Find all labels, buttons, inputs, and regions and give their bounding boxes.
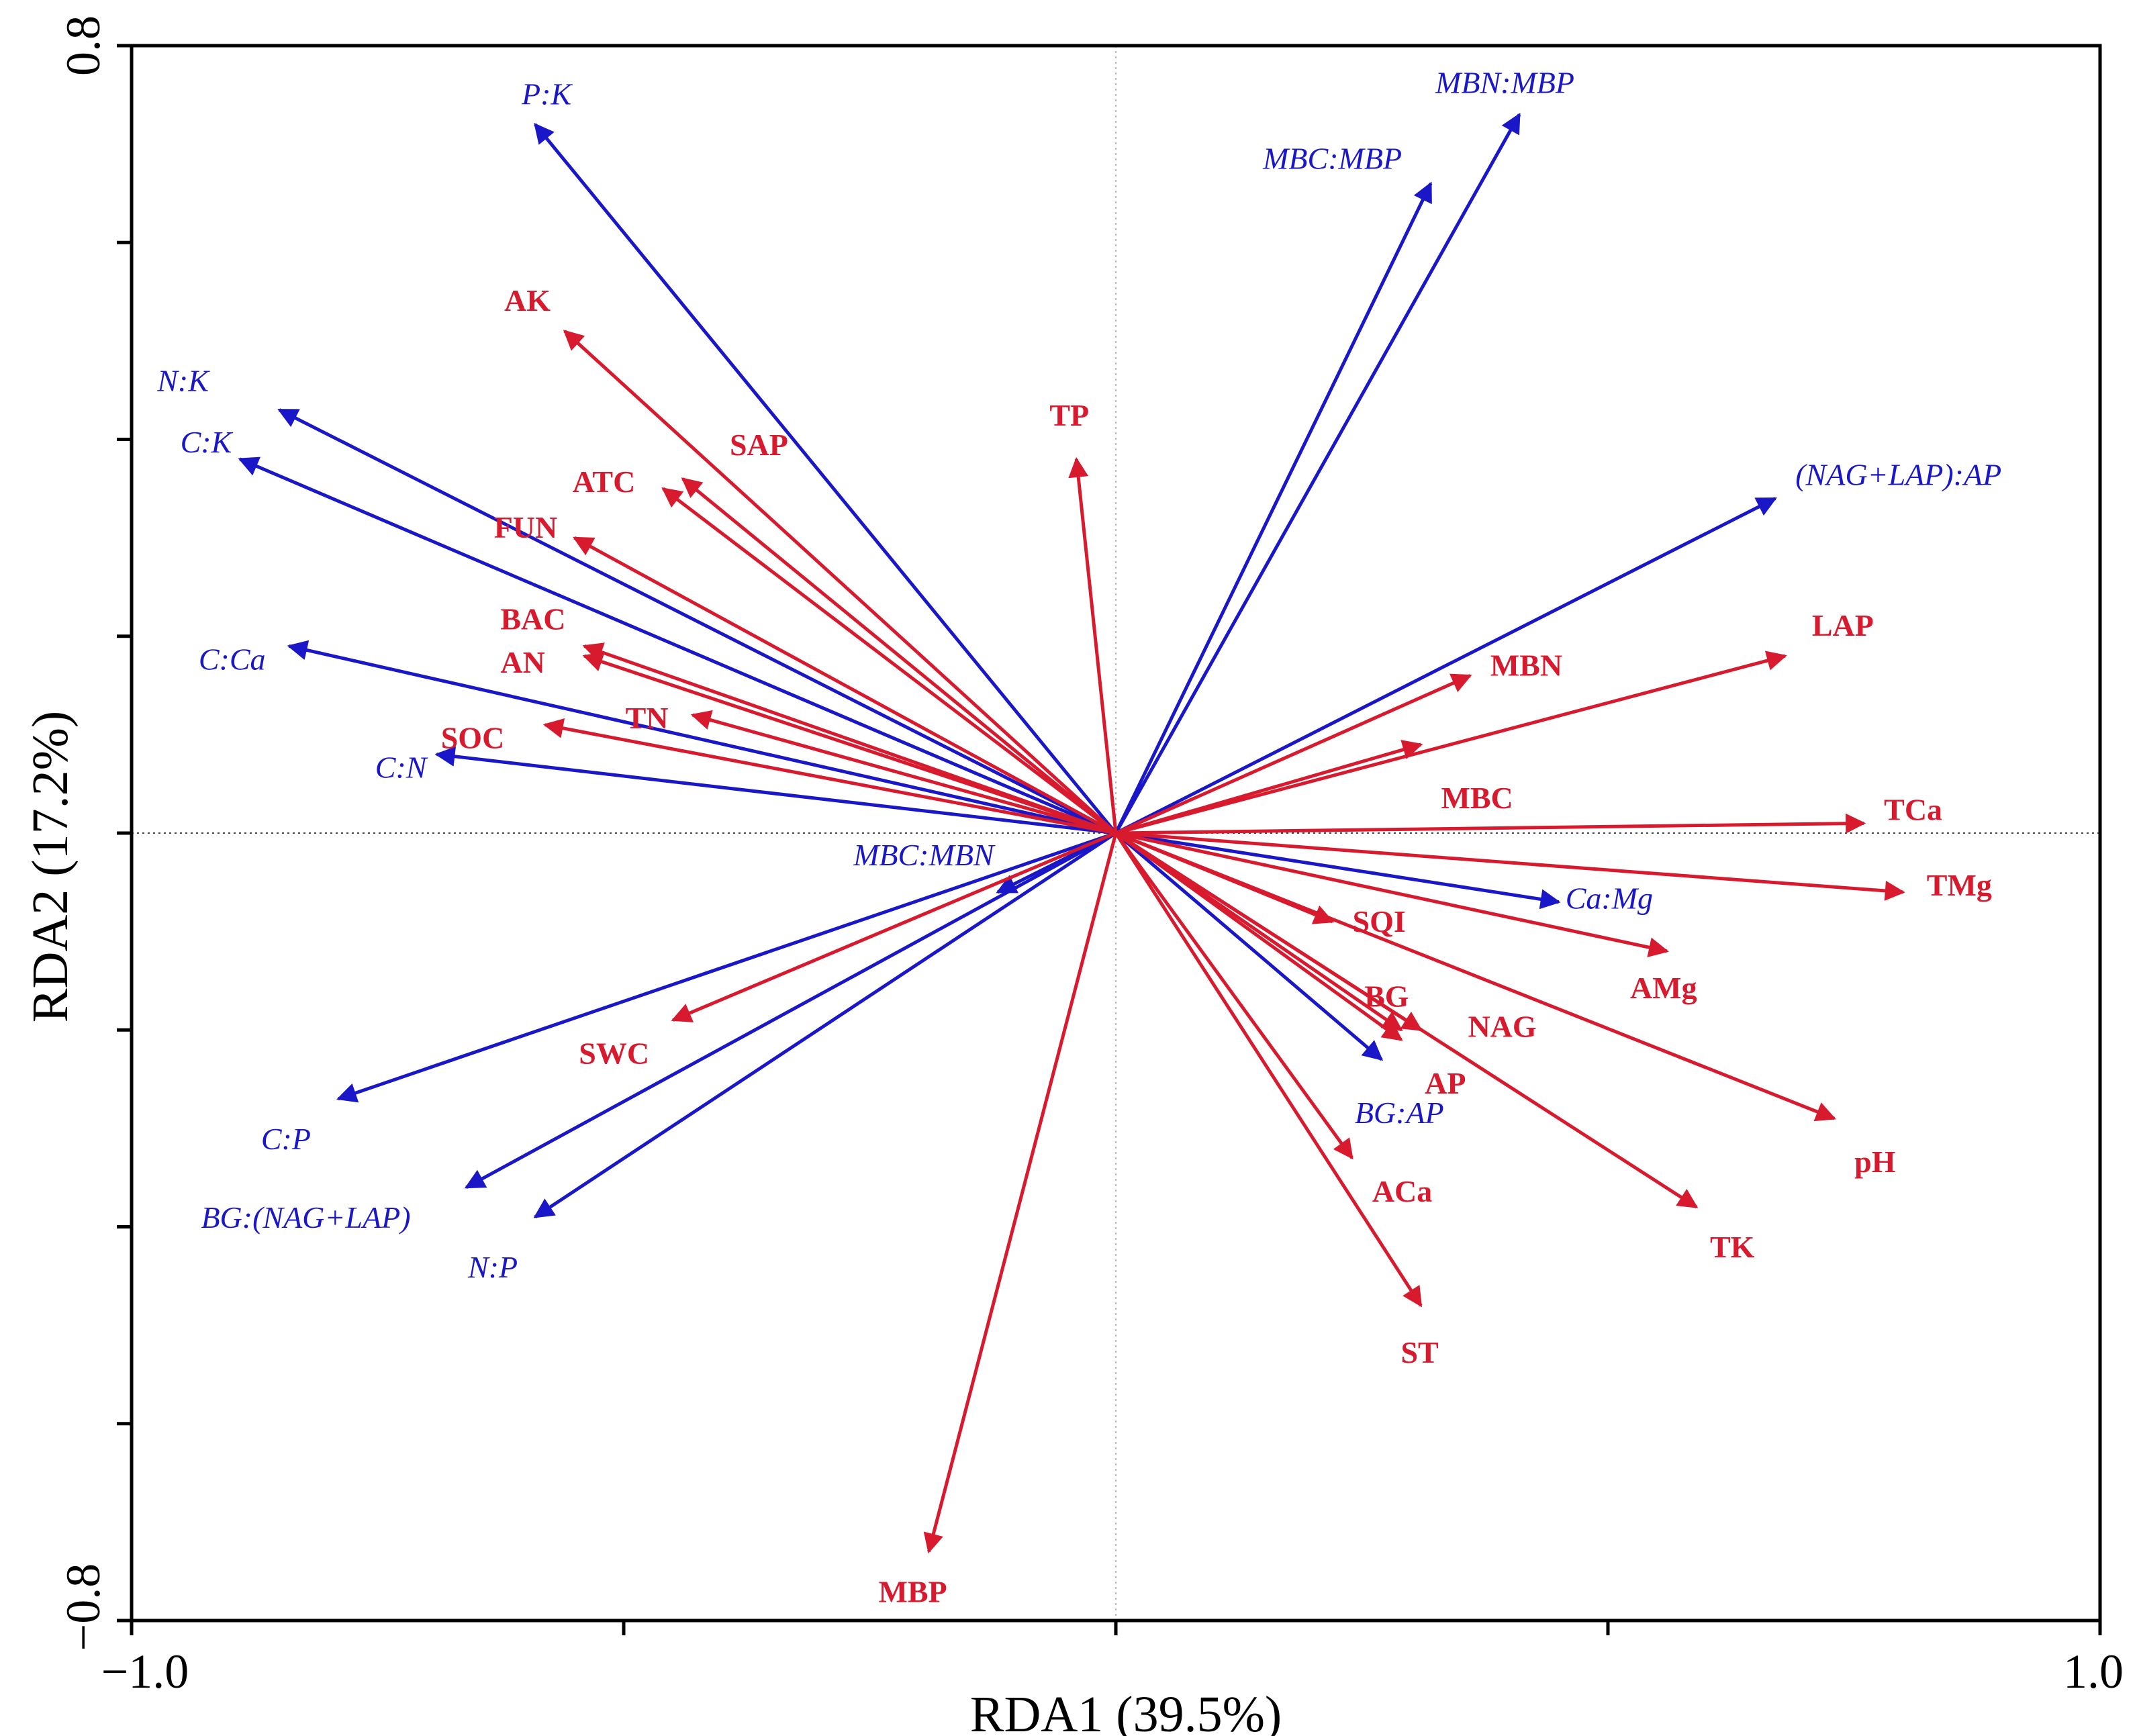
x-tick-label-max: 1.0 — [2063, 1645, 2124, 1698]
explanatory-vector-label: TMg — [1927, 868, 1992, 902]
explanatory-vector-label: SOC — [441, 721, 505, 755]
explanatory-vector-arrow — [923, 832, 1118, 1554]
response-vector-arrow — [434, 746, 1116, 835]
explanatory-vector-arrow — [1114, 832, 1353, 1160]
response-vector-label: MBC:MBN — [853, 838, 996, 872]
explanatory-vector-label: MBN — [1490, 648, 1562, 682]
explanatory-vector-label: SAP — [730, 428, 788, 462]
response-vector-arrow — [277, 408, 1117, 835]
explanatory-vector-arrow — [1115, 650, 1787, 835]
explanatory-vector-arrow — [671, 831, 1116, 1022]
explanatory-vector-label: AN — [500, 645, 544, 679]
response-vector-label: C:Ca — [199, 642, 266, 676]
explanatory-vector-arrow — [582, 652, 1116, 835]
response-vector-label: C:K — [181, 425, 234, 459]
explanatory-vector-label: pH — [1854, 1145, 1896, 1179]
response-vector-arrow — [464, 831, 1117, 1190]
response-vector-label: BG:(NAG+LAP) — [201, 1200, 410, 1235]
explanatory-vector-label: AP — [1425, 1066, 1466, 1100]
explanatory-vector-label: TCa — [1884, 792, 1942, 826]
response-vector-arrow — [336, 831, 1116, 1103]
y-axis-title: RDA2 (17.2%) — [22, 711, 79, 1022]
explanatory-vector-label: TN — [626, 701, 669, 735]
response-vector-label: (NAG+LAP):AP — [1795, 457, 2001, 491]
explanatory-vector-arrow — [1115, 831, 1836, 1122]
explanatory-vector-label: AK — [504, 283, 551, 318]
response-vector-label: N:P — [467, 1250, 518, 1284]
explanatory-vector-label: SWC — [579, 1036, 649, 1071]
explanatory-vector-label: ST — [1400, 1335, 1438, 1369]
explanatory-vector-label: NAG — [1468, 1009, 1536, 1043]
explanatory-vector-label: LAP — [1812, 608, 1874, 642]
response-vector-label: MBN:MBP — [1435, 66, 1574, 100]
response-vector-label: C:P — [261, 1122, 311, 1156]
response-vector-label: P:K — [521, 77, 573, 111]
explanatory-vector-arrow — [573, 536, 1117, 835]
explanatory-vector-label: TP — [1049, 398, 1089, 432]
response-vector-label: Ca:Mg — [1566, 881, 1653, 916]
explanatory-vector-label: BAC — [500, 601, 565, 636]
x-axis-title: RDA1 (39.5%) — [970, 1686, 1282, 1736]
response-vector-arrow — [1114, 181, 1433, 834]
explanatory-vector-label: ATC — [573, 465, 636, 499]
explanatory-vector-arrow — [1115, 813, 1866, 835]
vector-layer: P:K MBN:MBP MBC:MBP N:K C:K (NAG+LAP):AP C:Ca C… — [156, 66, 2001, 1609]
explanatory-vector-arrow — [1115, 831, 1905, 901]
response-vector-arrow — [1114, 497, 1777, 835]
response-vector-arrow — [534, 122, 1117, 834]
explanatory-vector-arrow — [1114, 831, 1403, 1041]
response-vector-arrow — [287, 640, 1116, 835]
explanatory-vector-arrow — [563, 330, 1117, 834]
explanatory-vector-arrow — [1068, 456, 1118, 834]
response-vector-arrow — [533, 831, 1117, 1218]
y-tick-label-max: 0.8 — [56, 15, 110, 76]
explanatory-vector-label: ACa — [1372, 1174, 1432, 1208]
explanatory-vector-label: TK — [1710, 1230, 1755, 1264]
explanatory-vector-label: AMg — [1630, 971, 1697, 1005]
response-vector-arrow — [1114, 832, 1384, 1061]
plot-frame — [117, 44, 2102, 1635]
explanatory-vector-arrow — [1114, 831, 1699, 1209]
explanatory-vector-label: MBC — [1441, 781, 1513, 815]
response-vector-arrow — [238, 456, 1116, 835]
explanatory-vector-arrow — [1115, 831, 1669, 957]
response-vector-label: BG:AP — [1355, 1096, 1444, 1130]
response-vector-label: C:N — [375, 751, 428, 785]
explanatory-vector-arrow — [1114, 673, 1472, 835]
explanatory-vector-label: FUN — [494, 510, 558, 544]
x-tick-label-min: −1.0 — [101, 1645, 189, 1698]
explanatory-vector-arrow — [661, 487, 1117, 834]
explanatory-vector-arrow — [681, 477, 1117, 834]
response-vector-arrow — [1115, 831, 1561, 910]
y-tick-label-min: −0.8 — [56, 1563, 110, 1651]
response-vector-label: N:K — [156, 364, 210, 398]
response-vector-label: MBC:MBP — [1262, 141, 1402, 175]
explanatory-vector-arrow — [542, 718, 1116, 835]
response-vector-arrow — [1114, 113, 1521, 834]
explanatory-vector-arrow — [690, 710, 1116, 835]
explanatory-vector-label: MBP — [878, 1574, 947, 1608]
explanatory-vector-label: SQI — [1353, 904, 1406, 938]
explanatory-vector-arrow — [1114, 832, 1423, 1308]
